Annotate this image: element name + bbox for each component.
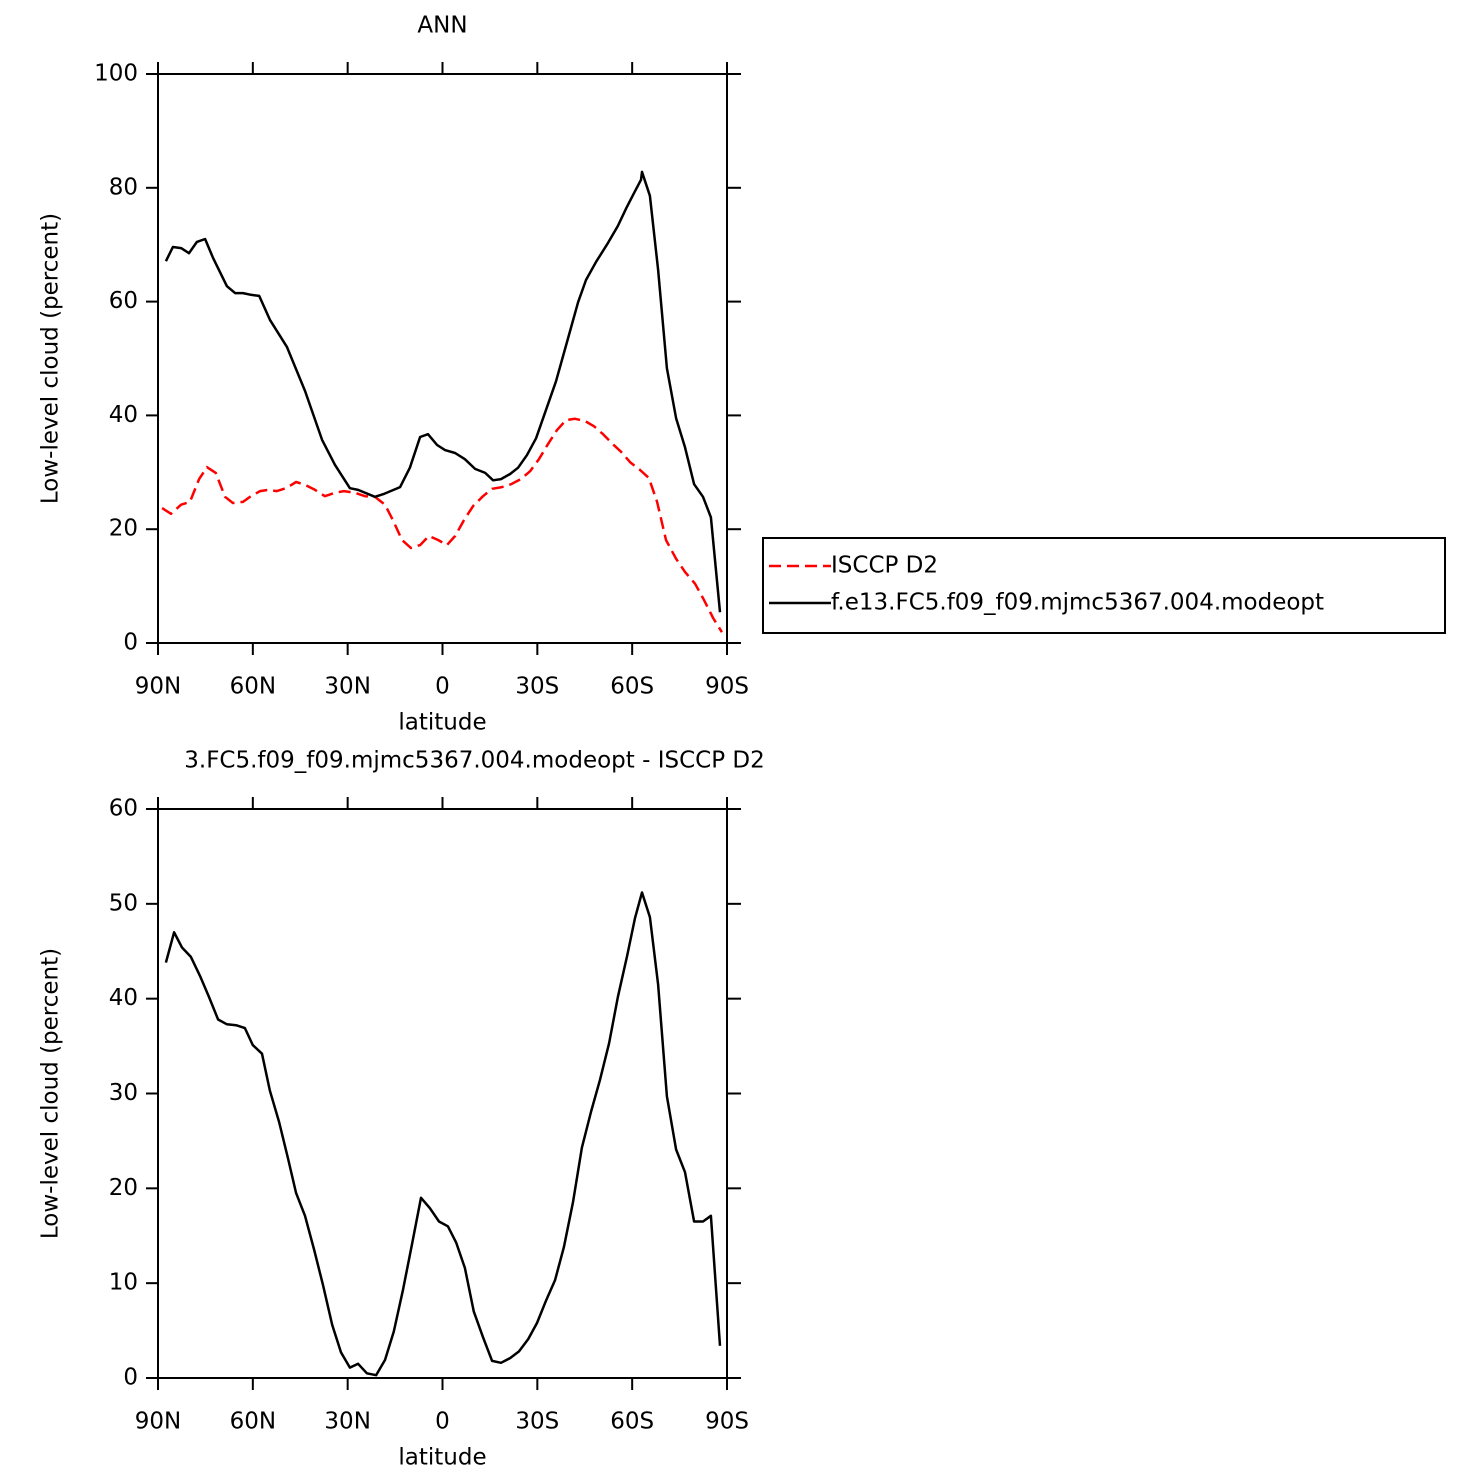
chart-title: 3.FC5.f09_f09.mjmc5367.004.modeopt - ISC… bbox=[184, 748, 764, 774]
y-tick-label: 50 bbox=[109, 890, 138, 916]
x-tick-label: 0 bbox=[435, 1409, 450, 1435]
x-tick-label: 0 bbox=[435, 674, 450, 700]
data-line bbox=[164, 170, 722, 613]
x-axis-label: latitude bbox=[398, 710, 486, 736]
data-line bbox=[164, 891, 722, 1377]
legend: ISCCP D2 f.e13.FC5.f09_f09.mjmc5367.004.m… bbox=[762, 537, 1446, 634]
y-tick-label: 20 bbox=[109, 516, 138, 542]
y-tick-label: 80 bbox=[109, 174, 138, 200]
chart-title: ANN bbox=[417, 13, 467, 39]
y-tick-label: 0 bbox=[123, 1365, 138, 1391]
y-tick-label: 0 bbox=[123, 630, 138, 656]
legend-label: ISCCP D2 bbox=[831, 553, 938, 579]
y-tick-label: 60 bbox=[109, 288, 138, 314]
legend-box bbox=[762, 537, 1446, 634]
x-axis-label: latitude bbox=[398, 1445, 486, 1471]
y-tick-label: 10 bbox=[109, 1270, 138, 1296]
x-tick-label: 30S bbox=[515, 1409, 559, 1435]
y-tick-label: 40 bbox=[109, 985, 138, 1011]
x-tick-label: 60N bbox=[230, 1409, 276, 1435]
y-tick-label: 60 bbox=[109, 796, 138, 822]
plot-frame bbox=[157, 73, 728, 644]
x-tick-label: 60S bbox=[610, 1409, 654, 1435]
x-tick-label: 90N bbox=[135, 674, 181, 700]
legend-label: f.e13.FC5.f09_f09.mjmc5367.004.modeopt bbox=[831, 590, 1324, 616]
y-axis-label: Low-level cloud (percent) bbox=[38, 948, 64, 1239]
x-tick-label: 90S bbox=[705, 1409, 749, 1435]
x-tick-label: 30S bbox=[515, 674, 559, 700]
y-tick-label: 30 bbox=[109, 1080, 138, 1106]
x-tick-label: 90S bbox=[705, 674, 749, 700]
x-tick-label: 60S bbox=[610, 674, 654, 700]
y-axis-label: Low-level cloud (percent) bbox=[38, 213, 64, 504]
x-tick-label: 30N bbox=[324, 1409, 370, 1435]
x-tick-label: 90N bbox=[135, 1409, 181, 1435]
y-tick-label: 100 bbox=[94, 61, 138, 87]
y-tick-label: 20 bbox=[109, 1175, 138, 1201]
x-tick-label: 60N bbox=[230, 674, 276, 700]
y-tick-label: 40 bbox=[109, 402, 138, 428]
x-tick-label: 30N bbox=[324, 674, 370, 700]
data-line bbox=[161, 417, 723, 633]
